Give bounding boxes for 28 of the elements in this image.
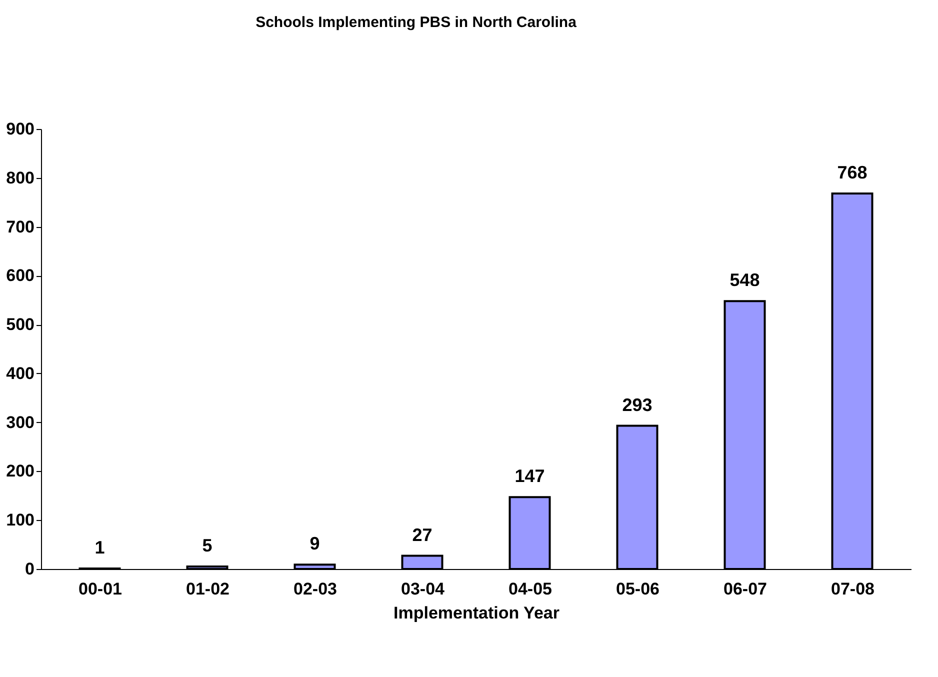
x-tick-label: 07-08 bbox=[831, 580, 874, 598]
data-label: 5 bbox=[202, 536, 212, 556]
y-tick-label: 600 bbox=[6, 266, 34, 286]
y-tick-label: 400 bbox=[6, 364, 34, 383]
y-tick-label: 200 bbox=[6, 462, 34, 481]
y-tick-label: 700 bbox=[6, 217, 34, 236]
data-label: 27 bbox=[412, 524, 432, 545]
data-label: 9 bbox=[310, 534, 320, 554]
x-tick-label: 05-06 bbox=[616, 580, 660, 598]
x-axis-title: Implementation Year bbox=[394, 604, 560, 622]
data-label: 293 bbox=[622, 394, 652, 415]
x-tick-label: 01-02 bbox=[186, 580, 230, 598]
y-tick-label: 800 bbox=[6, 168, 34, 188]
data-label: 1 bbox=[94, 538, 105, 558]
x-tick-label: 00-01 bbox=[78, 580, 122, 598]
x-tick-label: 04-05 bbox=[508, 580, 552, 598]
x-tick-label: 02-03 bbox=[294, 580, 337, 598]
data-label: 548 bbox=[730, 270, 760, 290]
data-label: 768 bbox=[837, 162, 868, 183]
y-tick-label: 0 bbox=[25, 560, 34, 578]
x-tick-label: 06-07 bbox=[724, 580, 767, 598]
y-tick-label: 300 bbox=[6, 412, 34, 432]
chart-title: Schools Implementing PBS in North Carolina bbox=[256, 14, 578, 31]
y-tick-label: 100 bbox=[6, 510, 34, 530]
data-label: 147 bbox=[514, 466, 545, 486]
y-tick-label: 900 bbox=[6, 120, 34, 138]
y-tick-label: 500 bbox=[6, 315, 34, 334]
x-tick-label: 03-04 bbox=[401, 580, 446, 598]
